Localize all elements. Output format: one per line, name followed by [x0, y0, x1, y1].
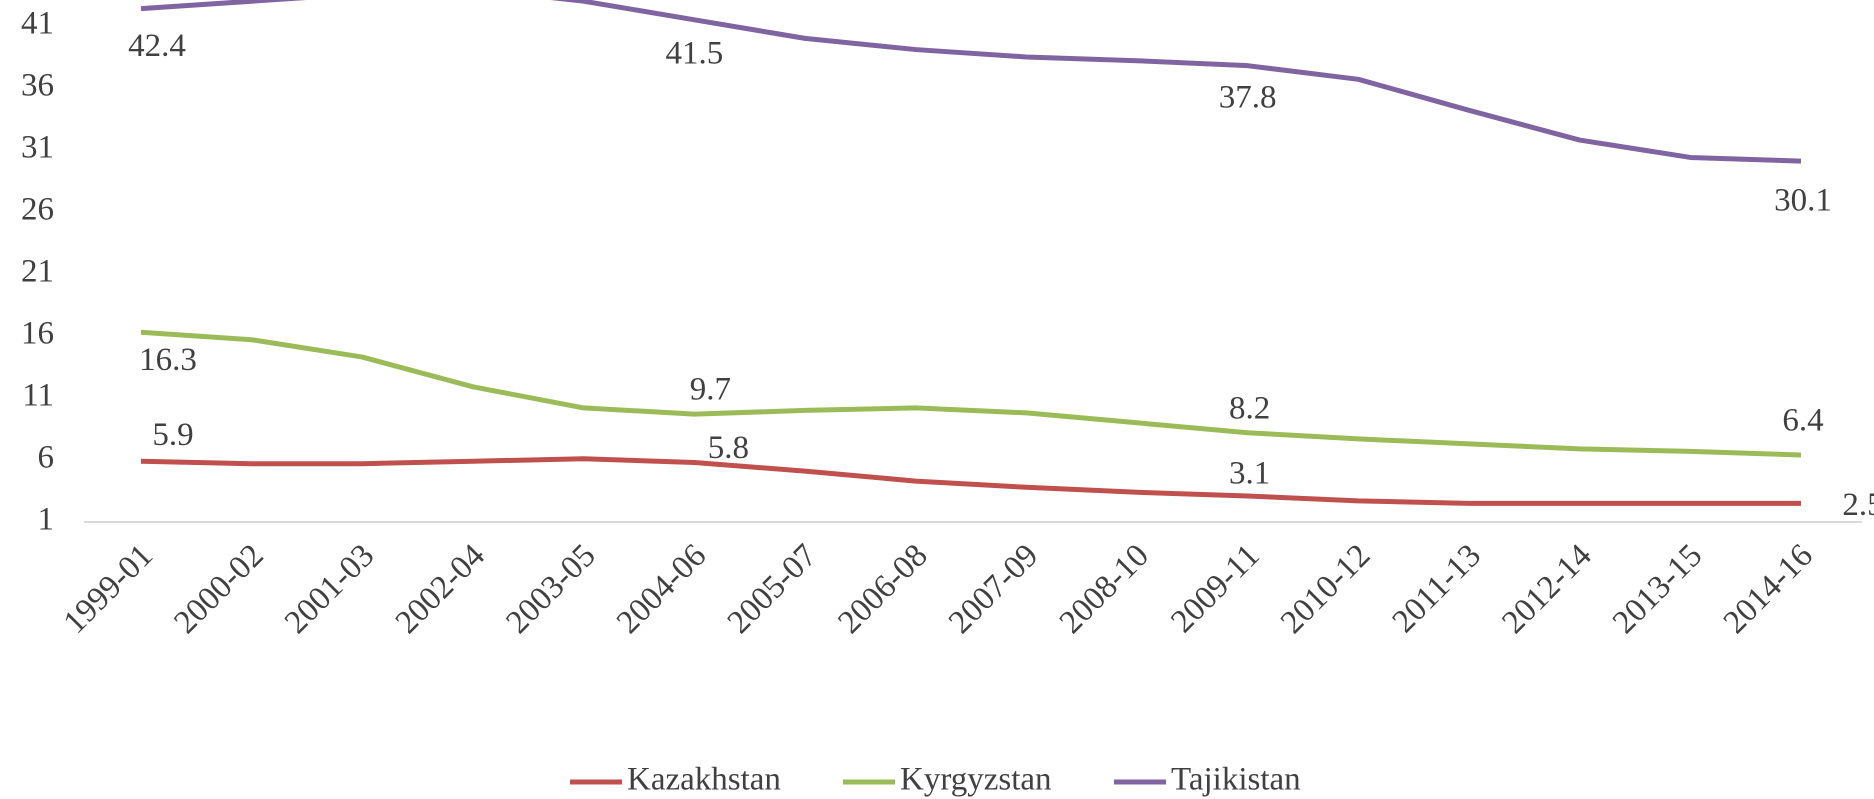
series-line [140, 0, 1802, 164]
x-tick-label: 2010-12 [1274, 538, 1377, 641]
data-label: 42.4 [128, 28, 186, 64]
x-tick-label: 2005-07 [721, 538, 824, 641]
data-label: 2.5 [1842, 487, 1874, 523]
data-label: 30.1 [1774, 183, 1832, 219]
y-tick-label: 1 [38, 502, 55, 538]
x-tick-label: 2009-11 [1164, 538, 1266, 640]
y-tick-label: 36 [21, 68, 54, 104]
x-tick-label: 2008-10 [1053, 538, 1156, 641]
data-label: 41.5 [665, 35, 723, 71]
y-tick-label: 16 [21, 316, 54, 352]
y-tick-label: 21 [21, 254, 54, 290]
legend-label: Kyrgyzstan [900, 762, 1052, 798]
x-tick-label: 2011-13 [1386, 538, 1488, 640]
x-tick-label: 2006-08 [831, 538, 934, 641]
data-label: 8.2 [1229, 390, 1270, 426]
x-tick-label: 2007-09 [942, 538, 1045, 641]
x-tick-label: 2003-05 [499, 538, 602, 641]
data-label: 9.7 [690, 372, 731, 408]
data-label: 37.8 [1219, 79, 1277, 115]
series-line [140, 456, 1801, 506]
y-tick-label: 6 [38, 440, 55, 476]
y-tick-label: 41 [21, 6, 54, 42]
legend-label: Kazakhstan [627, 762, 781, 798]
series-line [140, 329, 1802, 458]
x-tick-label: 1999-01 [57, 538, 160, 641]
y-tick-label: 26 [21, 192, 54, 228]
x-tick-label: 2013-15 [1606, 538, 1709, 641]
x-tick-label: 2001-03 [278, 538, 381, 641]
data-label: 3.1 [1229, 456, 1270, 492]
y-tick-label: 11 [22, 378, 54, 414]
x-tick-label: 2004-06 [610, 538, 713, 641]
x-tick-label: 2014-16 [1717, 538, 1820, 641]
x-tick-label: 2000-02 [167, 538, 270, 641]
data-label: 16.3 [139, 342, 197, 378]
x-tick-label: 2012-14 [1495, 538, 1598, 641]
data-label: 5.9 [152, 417, 193, 453]
y-tick-label: 31 [21, 130, 54, 166]
x-tick-label: 2002-04 [389, 538, 492, 641]
data-label: 6.4 [1782, 403, 1823, 439]
legend-label: Tajikistan [1171, 762, 1301, 798]
data-label: 5.8 [708, 430, 749, 466]
